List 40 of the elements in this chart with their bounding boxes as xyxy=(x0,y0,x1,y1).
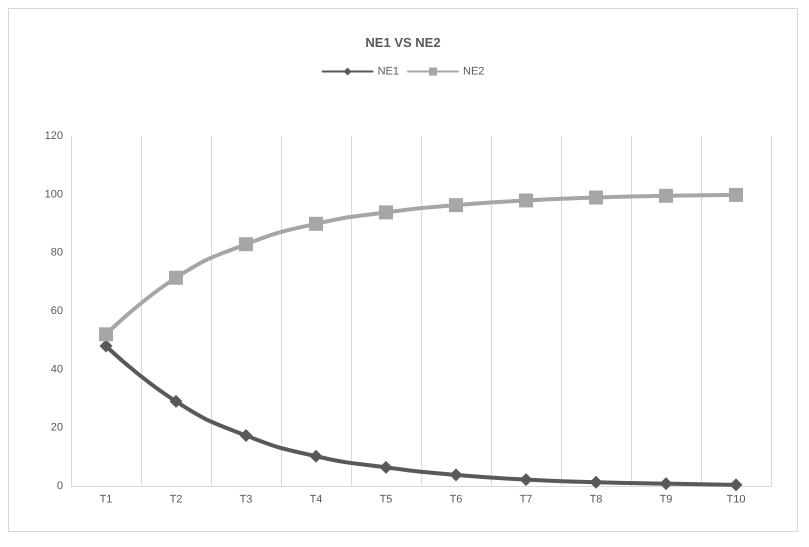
y-tick-label: 20 xyxy=(50,422,63,434)
y-tick-label: 0 xyxy=(56,480,63,492)
point xyxy=(519,193,533,208)
x-tick-label: T5 xyxy=(380,494,392,506)
legend-label: NE1 xyxy=(378,66,400,78)
x-tick-label: T4 xyxy=(310,494,322,506)
x-tick-label: T3 xyxy=(240,494,252,506)
point xyxy=(729,188,743,202)
x-tick-label: T1 xyxy=(100,494,112,506)
y-tick-label: 60 xyxy=(50,305,63,317)
point xyxy=(240,429,252,442)
point xyxy=(660,477,672,490)
y-tick-label: 40 xyxy=(50,363,63,376)
y-tick-label: 100 xyxy=(44,188,63,200)
legend-label: NE2 xyxy=(463,66,484,78)
point xyxy=(239,237,253,252)
x-tick-label: T6 xyxy=(450,494,462,506)
point xyxy=(99,327,113,342)
x-tick-label: T10 xyxy=(726,494,746,506)
chart-title: NE1 VS NE2 xyxy=(365,35,441,50)
point xyxy=(520,473,532,486)
x-tick-label: T7 xyxy=(520,494,532,506)
point xyxy=(590,476,602,489)
point xyxy=(380,460,392,474)
point xyxy=(589,190,603,205)
point xyxy=(449,198,463,212)
point xyxy=(310,450,322,463)
point xyxy=(730,478,742,492)
point xyxy=(169,270,183,285)
y-tick-label: 120 xyxy=(44,130,63,142)
x-tick-label: T8 xyxy=(590,494,602,506)
x-tick-label: T2 xyxy=(170,494,182,506)
point xyxy=(659,188,673,203)
point xyxy=(100,340,112,352)
y-tick-label: 80 xyxy=(50,246,63,259)
x-tick-label: T9 xyxy=(660,494,672,506)
point xyxy=(309,216,323,231)
point xyxy=(379,205,393,220)
point xyxy=(450,468,462,482)
point xyxy=(170,394,182,408)
